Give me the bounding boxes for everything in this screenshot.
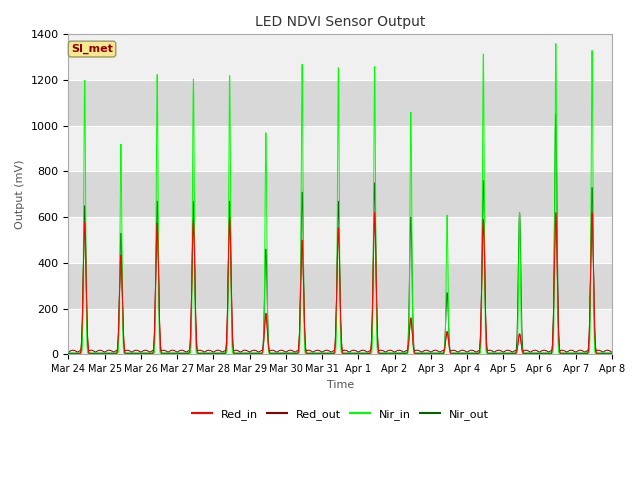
Red_out <box>181 348 189 354</box>
Text: SI_met: SI_met <box>71 44 113 54</box>
Nir_out <box>608 350 616 356</box>
Red_in <box>606 351 614 357</box>
Bar <box>68 35 612 80</box>
Red_in <box>181 351 189 357</box>
Nir_out <box>606 350 614 356</box>
Bar <box>68 171 612 217</box>
Red_in <box>371 210 378 216</box>
Y-axis label: Output (mV): Output (mV) <box>15 159 25 229</box>
Red_in <box>175 351 183 357</box>
Red_out <box>175 348 183 354</box>
Red_out <box>606 348 614 354</box>
Nir_in <box>606 350 614 356</box>
Red_in <box>268 351 276 357</box>
Nir_in <box>552 41 559 47</box>
Nir_in <box>65 350 72 356</box>
Red_out <box>268 348 276 353</box>
Nir_out <box>268 350 276 356</box>
Nir_out <box>415 350 423 356</box>
Red_out <box>371 213 378 218</box>
X-axis label: Time: Time <box>326 380 354 390</box>
Red_in <box>65 351 72 357</box>
Bar <box>68 126 612 171</box>
Line: Red_out: Red_out <box>68 216 612 352</box>
Nir_out <box>552 111 559 117</box>
Bar <box>68 263 612 309</box>
Nir_out <box>181 350 189 356</box>
Nir_in <box>608 350 616 356</box>
Nir_in <box>268 350 276 356</box>
Red_out <box>415 348 423 354</box>
Red_in <box>415 351 423 357</box>
Red_out <box>493 348 500 354</box>
Line: Nir_out: Nir_out <box>68 114 612 353</box>
Nir_in <box>181 350 189 356</box>
Nir_out <box>492 350 500 356</box>
Nir_in <box>415 350 423 356</box>
Bar <box>68 217 612 263</box>
Title: LED NDVI Sensor Output: LED NDVI Sensor Output <box>255 15 426 29</box>
Red_out <box>65 349 72 355</box>
Line: Red_in: Red_in <box>68 213 612 354</box>
Nir_in <box>492 350 500 356</box>
Nir_in <box>175 350 183 356</box>
Line: Nir_in: Nir_in <box>68 44 612 353</box>
Bar <box>68 80 612 126</box>
Red_out <box>608 349 616 355</box>
Legend: Red_in, Red_out, Nir_in, Nir_out: Red_in, Red_out, Nir_in, Nir_out <box>188 405 493 424</box>
Red_in <box>608 351 616 357</box>
Nir_out <box>175 350 183 356</box>
Nir_out <box>65 350 72 356</box>
Red_in <box>493 351 500 357</box>
Bar <box>68 309 612 354</box>
